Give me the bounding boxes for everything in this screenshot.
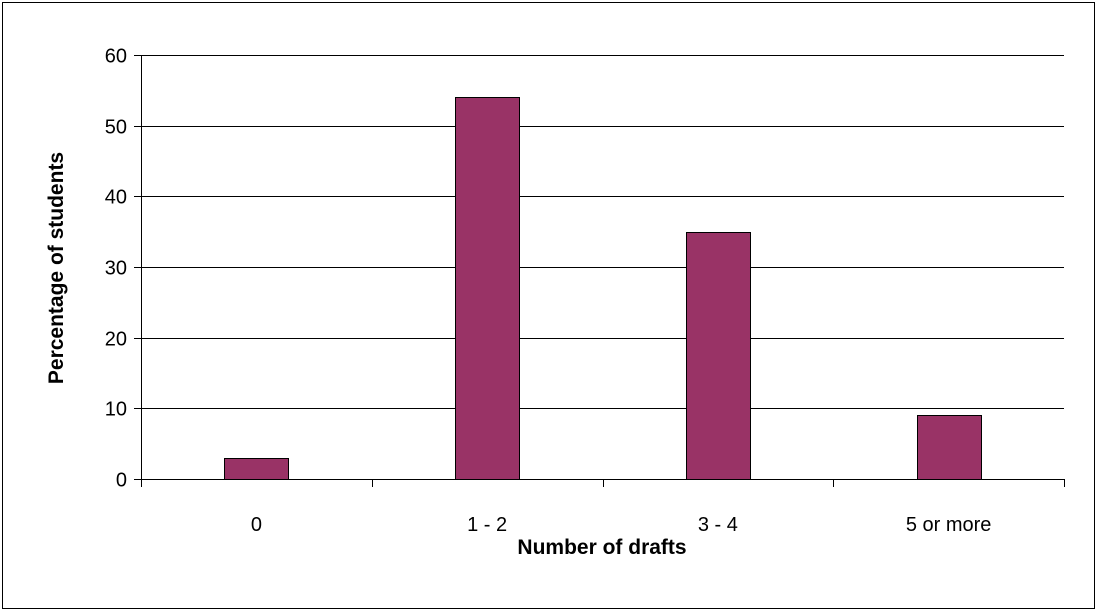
y-tick-label: 40 [105,187,127,209]
axes [134,55,1065,487]
gridlines [141,55,1064,409]
x-tick-label: 3 - 4 [698,514,738,536]
y-tick-label: 60 [105,46,127,68]
y-axis-title: Percentage of students [45,152,68,384]
x-tick-label: 1 - 2 [467,514,507,536]
y-tick-labels: 0 10 20 30 40 50 60 [105,46,127,492]
bar [686,232,751,480]
y-tick-label: 10 [105,399,127,421]
bar [455,97,520,480]
y-tick-label: 20 [105,329,127,351]
y-tick-label: 50 [105,117,127,139]
y-tick-label: 30 [105,258,127,280]
bars [224,97,982,480]
x-axis-title: Number of drafts [517,536,686,559]
bar [224,458,289,480]
x-tick-label: 0 [251,514,262,536]
y-tick-label: 0 [116,470,127,492]
bar [917,415,982,480]
x-tick-label: 5 or more [906,514,992,536]
x-tick-labels: 0 1 - 2 3 - 4 5 or more [251,514,992,536]
